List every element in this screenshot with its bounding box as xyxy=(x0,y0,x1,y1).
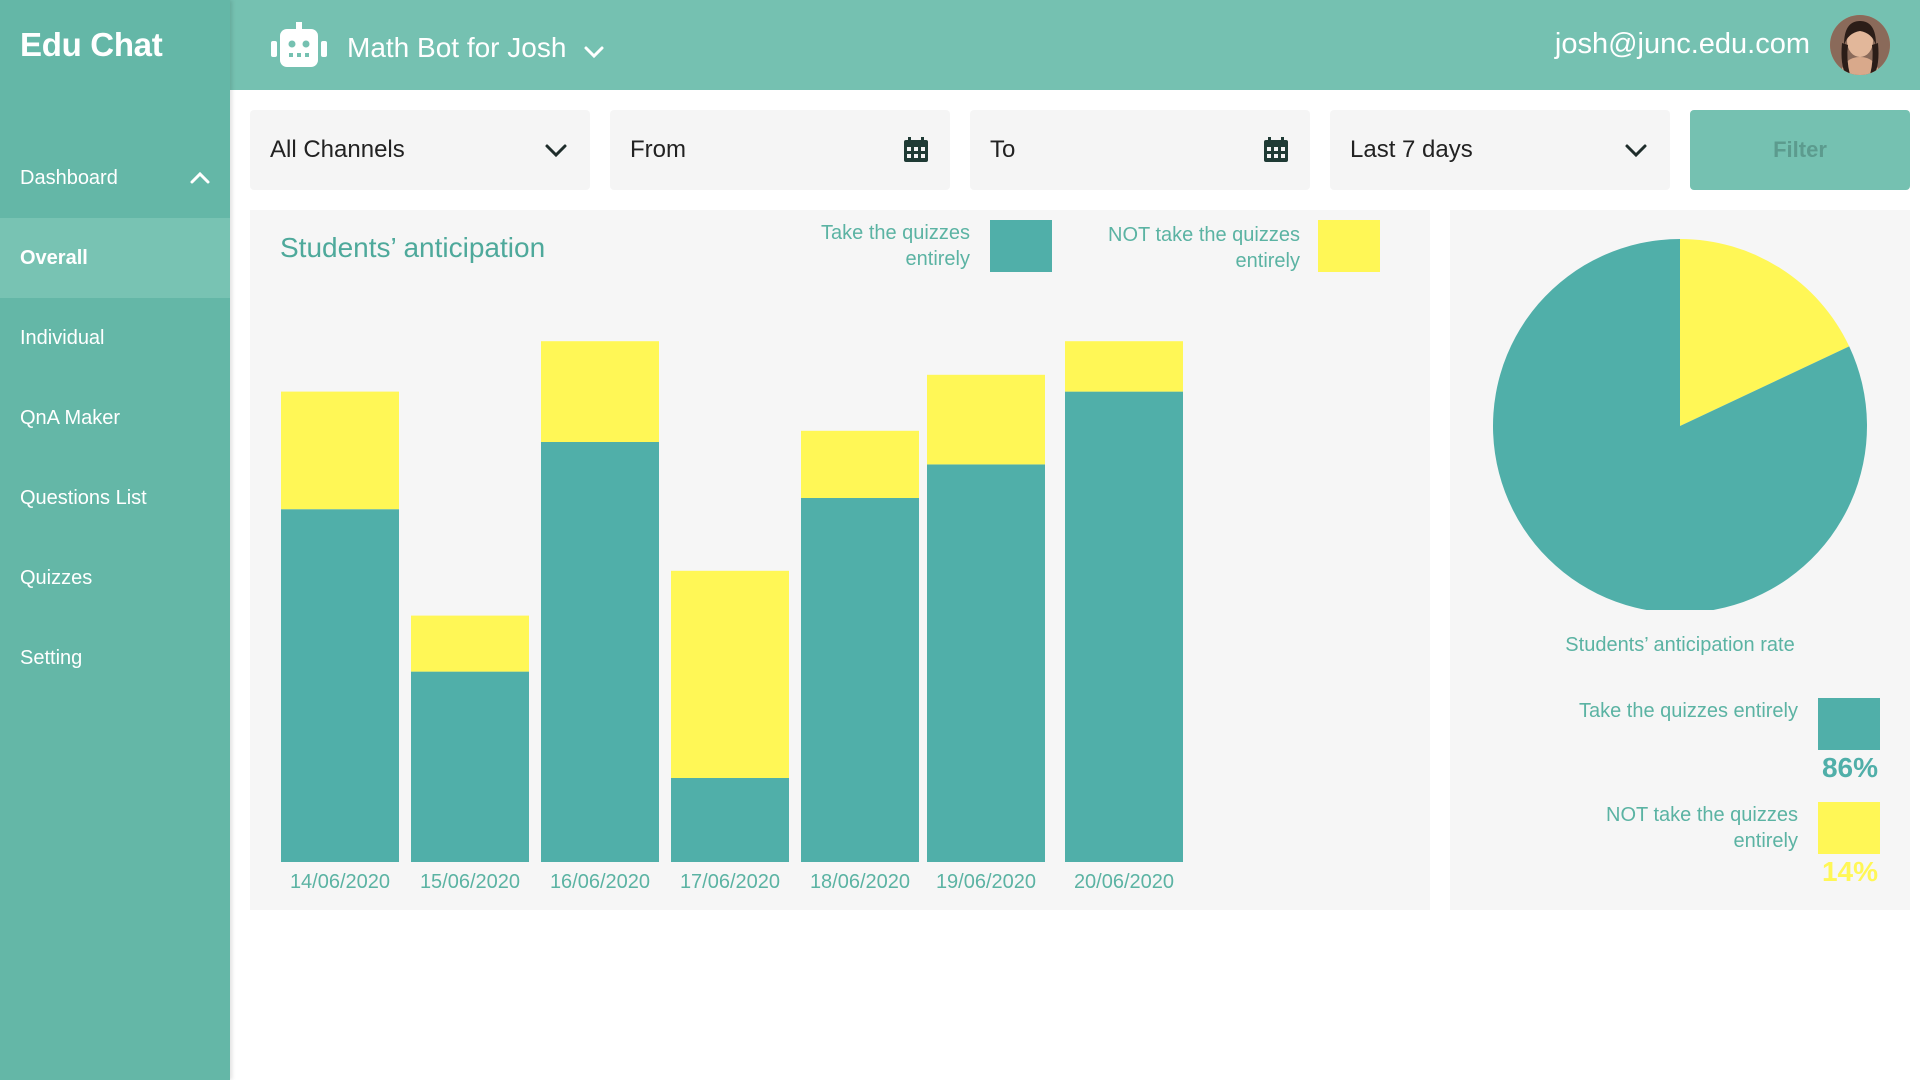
pie-chart-panel: Students’ anticipation rate Take the qui… xyxy=(1450,210,1910,910)
sidebar-item-label: Individual xyxy=(20,326,105,349)
x-tick-label: 19/06/2020 xyxy=(936,871,1036,893)
pie-legend-take-label: Take the quizzes entirely xyxy=(1578,700,1798,722)
sidebar-item-quizzes[interactable]: Quizzes xyxy=(0,538,230,618)
sidebar-item-setting[interactable]: Setting xyxy=(0,618,230,698)
pie-caption: Students’ anticipation rate xyxy=(1565,634,1795,656)
bar-not-take xyxy=(801,430,919,498)
sidebar-item-qna-maker[interactable]: QnA Maker xyxy=(0,378,230,458)
x-tick-label: 15/06/2020 xyxy=(420,871,520,893)
user-avatar-icon xyxy=(1830,15,1890,75)
chevron-down-icon[interactable] xyxy=(582,40,606,64)
sidebar-item-label: Overall xyxy=(20,246,88,269)
bar-take xyxy=(411,671,529,862)
chevron-down-icon xyxy=(545,144,567,158)
to-date-input[interactable]: To xyxy=(970,110,1310,190)
filter-button[interactable]: Filter xyxy=(1690,110,1910,190)
pie-slice-take xyxy=(1493,239,1867,610)
sidebar-nav: Dashboard Overall Individual QnA Maker Q… xyxy=(0,138,230,698)
pie-legend-not-label: NOT take the quizzes entirely xyxy=(1606,804,1798,852)
chevron-up-icon xyxy=(190,171,210,184)
robot-icon xyxy=(271,22,327,67)
legend-not-label: NOT take the quizzes entirely xyxy=(1108,224,1300,272)
bar-take xyxy=(801,498,919,862)
pie-chart xyxy=(1493,239,1867,610)
sidebar-item-label: Dashboard xyxy=(20,166,118,189)
bar-take xyxy=(1065,391,1183,862)
sidebar-item-label: QnA Maker xyxy=(20,406,121,429)
from-date-placeholder: From xyxy=(630,136,686,163)
bar-not-take xyxy=(927,374,1045,465)
legend-take-label: Take the quizzes entirely xyxy=(821,222,970,270)
x-tick-label: 17/06/2020 xyxy=(680,871,780,893)
pie-legend-take-swatch xyxy=(1818,698,1880,750)
date-range-value: Last 7 days xyxy=(1350,136,1473,163)
user-email[interactable]: josh@junc.edu.com xyxy=(1554,28,1810,60)
bar-chart: 14/06/2020 15/06/2020 16/06/2020 17/06/2020… xyxy=(281,341,1183,893)
x-tick-label: 20/06/2020 xyxy=(1074,871,1174,893)
bar-not-take xyxy=(281,391,399,510)
channel-select[interactable]: All Channels xyxy=(250,110,590,190)
sidebar-item-label: Setting xyxy=(20,646,83,669)
bar-take xyxy=(541,442,659,862)
sidebar-item-individual[interactable]: Individual xyxy=(0,298,230,378)
bar-take xyxy=(671,778,789,862)
calendar-icon[interactable] xyxy=(902,136,930,164)
x-tick-label: 18/06/2020 xyxy=(810,871,910,893)
top-header: Math Bot for Josh josh@junc.edu.com xyxy=(230,0,1920,90)
bar-take xyxy=(927,464,1045,862)
bar-not-take xyxy=(541,341,659,442)
bar-not-take xyxy=(1065,341,1183,392)
sidebar-item-dashboard[interactable]: Dashboard xyxy=(0,138,230,218)
bar-not-take xyxy=(671,570,789,778)
channel-select-value: All Channels xyxy=(270,136,405,163)
legend-take-swatch xyxy=(990,220,1052,272)
legend-not-swatch xyxy=(1318,220,1380,272)
bar-not-take xyxy=(411,615,529,672)
take-percentage: 86% xyxy=(1821,752,1878,783)
bar-chart-panel: Students’ anticipation Take the quizzes … xyxy=(250,210,1430,910)
calendar-icon[interactable] xyxy=(1262,136,1290,164)
x-tick-label: 16/06/2020 xyxy=(550,871,650,893)
brand-logo: Edu Chat xyxy=(20,26,163,63)
x-tick-label: 14/06/2020 xyxy=(290,871,390,893)
chart-title: Students’ anticipation xyxy=(280,232,546,263)
date-range-select[interactable]: Last 7 days xyxy=(1330,110,1670,190)
to-date-placeholder: To xyxy=(990,136,1016,163)
pie-legend-not-swatch xyxy=(1818,802,1880,854)
from-date-input[interactable]: From xyxy=(610,110,950,190)
pie-slice-not-take xyxy=(1680,239,1850,426)
sidebar-item-label: Quizzes xyxy=(20,566,93,589)
not-percentage: 14% xyxy=(1821,856,1878,887)
avatar[interactable] xyxy=(1830,15,1890,75)
bot-selector[interactable]: Math Bot for Josh xyxy=(347,32,567,63)
chevron-down-icon xyxy=(1625,144,1647,158)
sidebar-item-label: Questions List xyxy=(20,486,147,509)
sidebar-item-questions-list[interactable]: Questions List xyxy=(0,458,230,538)
sidebar: Edu Chat Dashboard Overall Individual Qn… xyxy=(0,0,230,1080)
bar-take xyxy=(281,509,399,862)
sidebar-item-overall[interactable]: Overall xyxy=(0,218,230,298)
